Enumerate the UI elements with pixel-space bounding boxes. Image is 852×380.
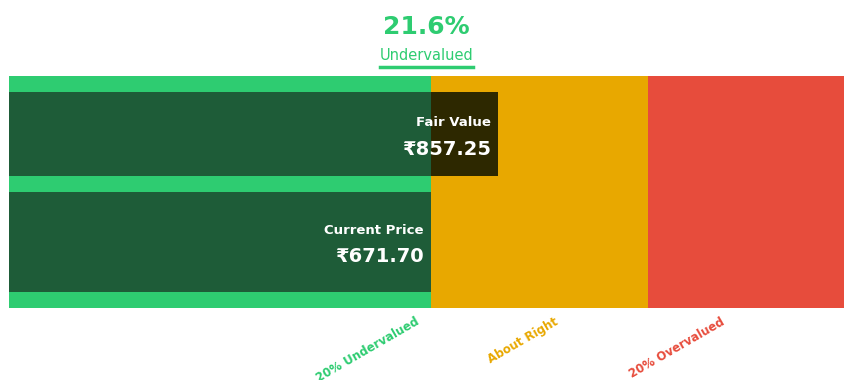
Text: About Right: About Right (485, 315, 560, 366)
Text: 20% Undervalued: 20% Undervalued (314, 315, 421, 380)
Text: 21.6%: 21.6% (383, 14, 469, 39)
Text: ₹671.70: ₹671.70 (335, 247, 423, 266)
Text: 20% Overvalued: 20% Overvalued (626, 315, 727, 380)
Text: Current Price: Current Price (324, 224, 423, 237)
Text: Undervalued: Undervalued (379, 48, 473, 63)
Text: Fair Value: Fair Value (416, 116, 490, 129)
Text: ₹857.25: ₹857.25 (401, 139, 490, 159)
